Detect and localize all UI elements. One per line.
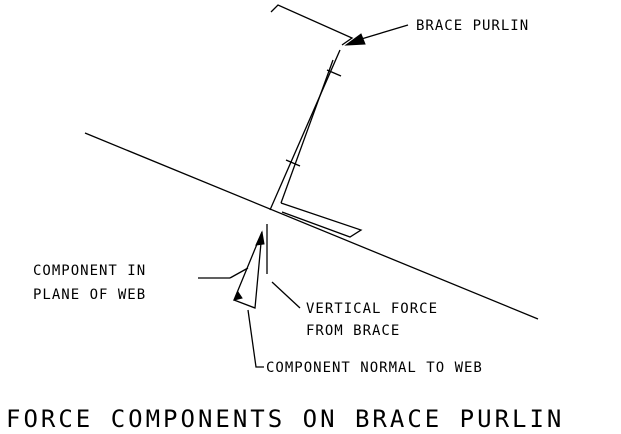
component-in-plane-label-line1: COMPONENT IN [33, 263, 146, 279]
brace-purlin-arrowhead [344, 33, 366, 46]
web-tick-upper [326, 69, 342, 77]
in-plane-arrowhead [255, 230, 265, 246]
brace-purlin-label: BRACE PURLIN [416, 18, 529, 34]
roof-slope-line [84, 132, 539, 320]
diagram-title: FORCE COMPONENTS ON BRACE PURLIN [6, 405, 564, 433]
force-triangle [233, 230, 265, 309]
vertical-force-leader [271, 281, 301, 309]
purlin-web-outer [269, 49, 341, 211]
in-plane-leader-diagonal [229, 267, 249, 279]
brace-purlin-leader [357, 24, 409, 41]
component-normal-label: COMPONENT NORMAL TO WEB [266, 360, 483, 376]
vertical-force-label-line1: VERTICAL FORCE [306, 301, 438, 317]
vertical-force-label-line2: FROM BRACE [306, 323, 400, 339]
normal-leader [247, 309, 264, 368]
purlin-web-inner [280, 59, 334, 204]
normal-arrowhead [233, 291, 243, 301]
component-in-plane-label-line2: PLANE OF WEB [33, 287, 146, 303]
purlin-top-flange-lip [270, 4, 354, 46]
z-purlin-section [269, 4, 363, 238]
web-tick-lower [285, 159, 301, 167]
purlin-bottom-flange [280, 202, 363, 238]
force-triangle-body [233, 231, 263, 309]
